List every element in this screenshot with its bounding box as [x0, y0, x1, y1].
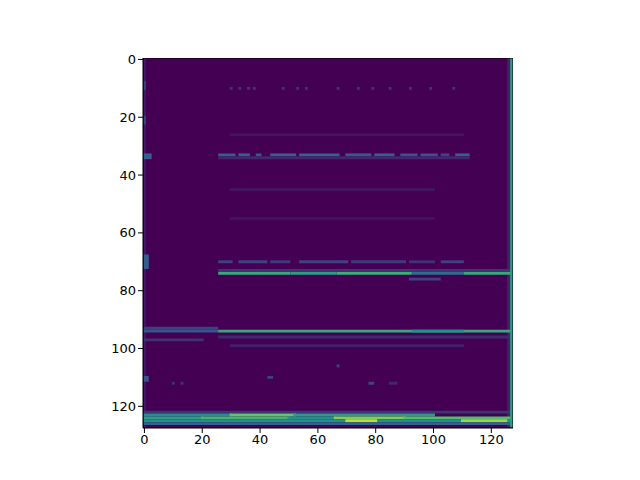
svg-text:100: 100	[111, 341, 136, 356]
svg-text:120: 120	[111, 399, 136, 414]
svg-text:0: 0	[128, 52, 136, 67]
svg-text:0: 0	[140, 432, 148, 447]
svg-text:80: 80	[119, 283, 136, 298]
svg-text:40: 40	[252, 432, 269, 447]
svg-text:60: 60	[119, 225, 136, 240]
svg-text:20: 20	[194, 432, 211, 447]
svg-text:80: 80	[367, 432, 384, 447]
svg-text:100: 100	[421, 432, 446, 447]
svg-text:40: 40	[119, 168, 136, 183]
svg-text:20: 20	[119, 110, 136, 125]
svg-text:120: 120	[479, 432, 504, 447]
svg-text:60: 60	[310, 432, 327, 447]
